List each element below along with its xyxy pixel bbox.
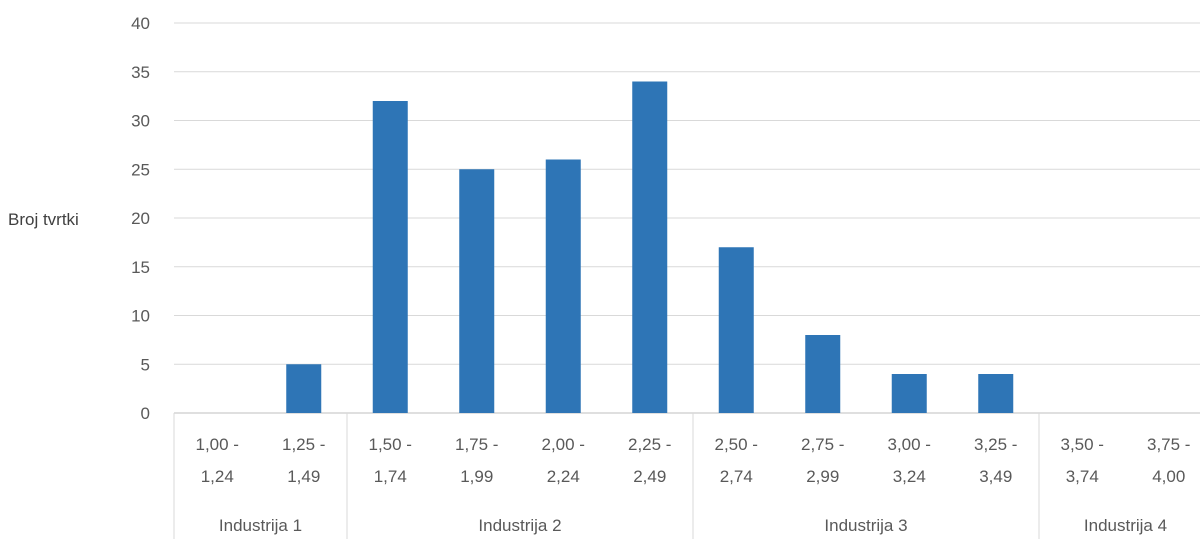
- x-tick-label: 3,75 -: [1147, 435, 1190, 454]
- x-tick-label: 2,99: [806, 467, 839, 486]
- x-tick-label: 2,00 -: [542, 435, 585, 454]
- x-tick-label: 3,00 -: [888, 435, 931, 454]
- y-tick-label: 0: [141, 404, 150, 423]
- bar: [545, 159, 581, 413]
- group-label: Industrija 4: [1084, 516, 1167, 535]
- x-axis: 1,00 - 1,24 1,25 - 1,49 1,50 - 1,74 1,75 - 1,99…: [173, 413, 1190, 539]
- x-tick-label: 2,75 -: [801, 435, 844, 454]
- bar: [891, 374, 927, 413]
- bar: [286, 364, 322, 413]
- bar: [372, 101, 408, 413]
- x-tick-label: 1,24: [201, 467, 234, 486]
- group-label: Industrija 3: [824, 516, 907, 535]
- x-tick-label: 1,00 -: [196, 435, 239, 454]
- x-tick-label: 2,49: [633, 467, 666, 486]
- bar: [632, 81, 668, 413]
- x-tick-label: 3,24: [893, 467, 926, 486]
- gridlines: [174, 22, 1200, 414]
- bar: [718, 247, 754, 413]
- bar: [805, 335, 841, 413]
- x-tick-label: 4,00: [1152, 467, 1185, 486]
- y-axis-label: Broj tvrtki: [8, 210, 79, 229]
- y-tick-label: 10: [131, 307, 150, 326]
- y-tick-label: 15: [131, 258, 150, 277]
- x-tick-label: 1,75 -: [455, 435, 498, 454]
- x-tick-label: 2,74: [720, 467, 753, 486]
- x-tick-label: 2,24: [547, 467, 580, 486]
- y-tick-label: 5: [141, 355, 150, 374]
- x-tick-label: 1,50 -: [369, 435, 412, 454]
- group-label: Industrija 1: [219, 516, 302, 535]
- bars: [286, 81, 1014, 413]
- y-tick-label: 35: [131, 63, 150, 82]
- x-tick-label: 1,25 -: [282, 435, 325, 454]
- x-tick-label: 3,74: [1066, 467, 1099, 486]
- x-tick-label: 1,74: [374, 467, 407, 486]
- x-tick-label: 3,25 -: [974, 435, 1017, 454]
- x-tick-label: 3,50 -: [1061, 435, 1104, 454]
- y-tick-labels: 0 5 10 15 20 25 30 35 40: [131, 14, 150, 423]
- x-tick-label: 2,25 -: [628, 435, 671, 454]
- y-tick-label: 25: [131, 160, 150, 179]
- x-tick-label: 1,99: [460, 467, 493, 486]
- y-tick-label: 40: [131, 14, 150, 33]
- x-tick-label: 2,50 -: [715, 435, 758, 454]
- group-label: Industrija 2: [478, 516, 561, 535]
- x-tick-label: 3,49: [979, 467, 1012, 486]
- bar: [459, 169, 495, 413]
- bar: [978, 374, 1014, 413]
- y-tick-label: 20: [131, 209, 150, 228]
- y-tick-label: 30: [131, 112, 150, 131]
- x-tick-label: 1,49: [287, 467, 320, 486]
